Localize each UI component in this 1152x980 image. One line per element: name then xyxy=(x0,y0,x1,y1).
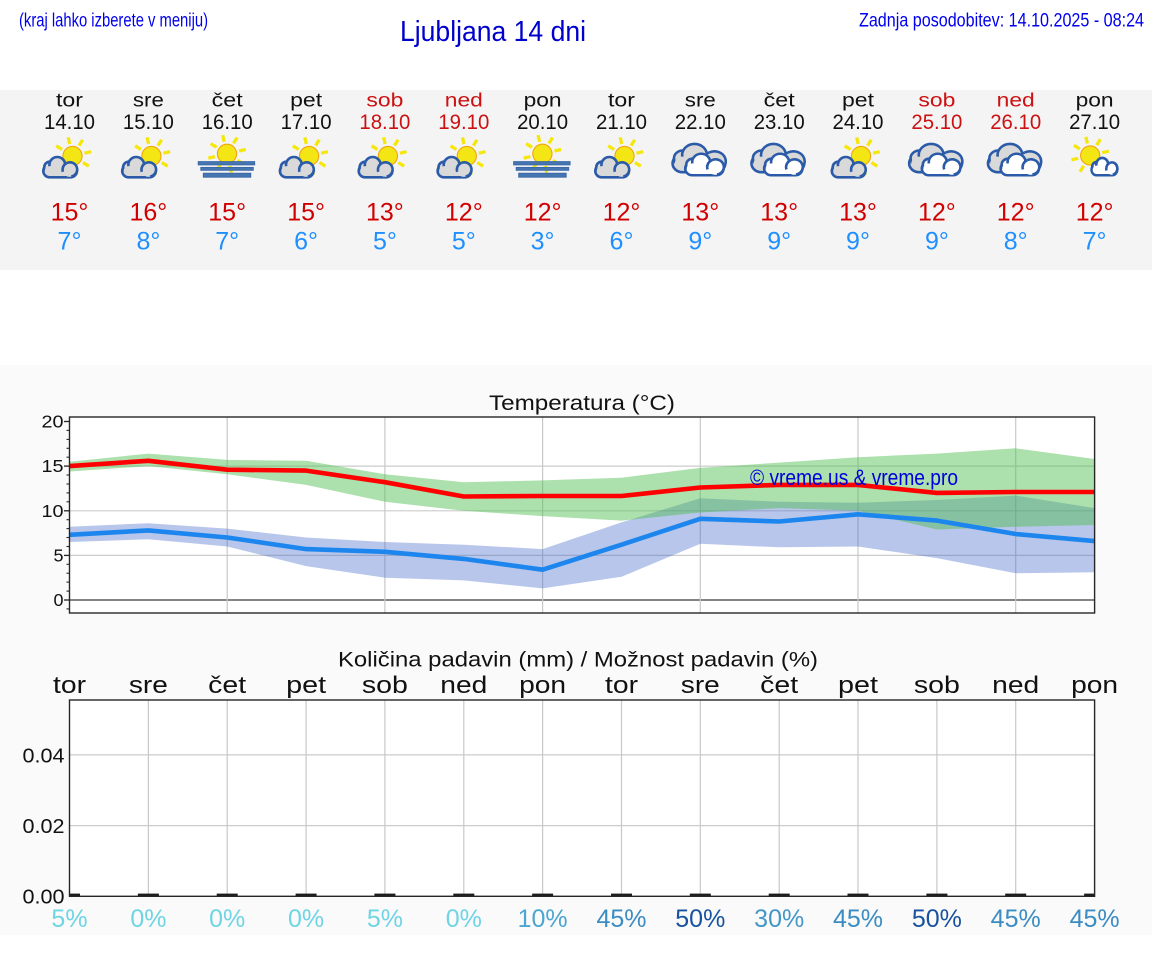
svg-text:15.10: 15.10 xyxy=(123,111,174,134)
svg-text:30%: 30% xyxy=(754,905,804,933)
svg-text:čet: čet xyxy=(208,672,246,699)
svg-text:sob: sob xyxy=(914,672,960,699)
svg-text:8°: 8° xyxy=(136,227,160,255)
svg-text:Zadnja posodobitev: 14.10.2025: Zadnja posodobitev: 14.10.2025 - 08:24 xyxy=(859,10,1144,32)
svg-text:Ljubljana 14 dni: Ljubljana 14 dni xyxy=(400,16,586,48)
svg-text:23.10: 23.10 xyxy=(754,111,805,134)
svg-text:17.10: 17.10 xyxy=(281,111,332,134)
svg-text:50%: 50% xyxy=(912,905,962,933)
svg-text:ned: ned xyxy=(997,91,1035,112)
svg-text:pon: pon xyxy=(524,91,562,112)
svg-text:13°: 13° xyxy=(366,199,404,227)
svg-text:27.10: 27.10 xyxy=(1069,111,1120,134)
svg-text:12°: 12° xyxy=(918,199,956,227)
svg-text:6°: 6° xyxy=(610,227,634,255)
svg-text:0%: 0% xyxy=(288,905,324,933)
svg-text:20: 20 xyxy=(42,412,64,432)
svg-text:21.10: 21.10 xyxy=(596,111,647,134)
svg-text:0%: 0% xyxy=(209,905,245,933)
svg-text:45%: 45% xyxy=(1070,905,1120,933)
svg-text:tor: tor xyxy=(608,91,636,112)
svg-text:tor: tor xyxy=(605,672,638,699)
svg-text:Količina padavin (mm) / Možnos: Količina padavin (mm) / Možnost padavin … xyxy=(338,649,818,672)
svg-text:13°: 13° xyxy=(760,199,798,227)
svg-text:9°: 9° xyxy=(688,227,712,255)
svg-text:0: 0 xyxy=(54,590,64,610)
svg-text:5%: 5% xyxy=(51,905,87,933)
svg-text:pet: pet xyxy=(838,672,878,699)
svg-text:15: 15 xyxy=(42,456,64,476)
svg-text:25.10: 25.10 xyxy=(911,111,962,134)
svg-text:5%: 5% xyxy=(367,905,403,933)
svg-text:13°: 13° xyxy=(839,199,877,227)
svg-text:16.10: 16.10 xyxy=(202,111,253,134)
svg-text:čet: čet xyxy=(212,91,244,112)
svg-text:Temperatura (°C): Temperatura (°C) xyxy=(489,392,675,415)
svg-text:20.10: 20.10 xyxy=(517,111,568,134)
svg-text:pet: pet xyxy=(842,91,875,112)
svg-text:© vreme.us & vreme.pro: © vreme.us & vreme.pro xyxy=(750,465,958,490)
svg-text:0.04: 0.04 xyxy=(23,744,65,767)
svg-text:45%: 45% xyxy=(596,905,646,933)
svg-text:(kraj lahko izberete v meniju): (kraj lahko izberete v meniju) xyxy=(19,10,208,32)
svg-text:22.10: 22.10 xyxy=(675,111,726,134)
svg-text:sob: sob xyxy=(366,91,403,112)
svg-text:8°: 8° xyxy=(1004,227,1028,255)
svg-text:tor: tor xyxy=(56,91,84,112)
svg-text:pon: pon xyxy=(1071,672,1118,699)
svg-text:15°: 15° xyxy=(287,199,325,227)
svg-text:6°: 6° xyxy=(294,227,318,255)
svg-text:5°: 5° xyxy=(452,227,476,255)
svg-text:pet: pet xyxy=(290,91,323,112)
svg-text:9°: 9° xyxy=(846,227,870,255)
svg-text:12°: 12° xyxy=(997,199,1035,227)
svg-text:pon: pon xyxy=(1076,91,1114,112)
svg-text:15°: 15° xyxy=(208,199,246,227)
svg-text:12°: 12° xyxy=(445,199,483,227)
svg-text:12°: 12° xyxy=(524,199,562,227)
svg-text:3°: 3° xyxy=(531,227,555,255)
svg-text:tor: tor xyxy=(53,672,86,699)
svg-text:26.10: 26.10 xyxy=(990,111,1041,134)
svg-text:0%: 0% xyxy=(130,905,166,933)
svg-text:12°: 12° xyxy=(1076,199,1114,227)
svg-text:18.10: 18.10 xyxy=(359,111,410,134)
svg-text:15°: 15° xyxy=(51,199,89,227)
svg-text:pet: pet xyxy=(286,672,326,699)
svg-text:čet: čet xyxy=(760,672,798,699)
svg-text:5°: 5° xyxy=(373,227,397,255)
svg-text:0.00: 0.00 xyxy=(23,886,65,909)
svg-text:10%: 10% xyxy=(518,905,568,933)
svg-text:sob: sob xyxy=(362,672,408,699)
svg-text:ned: ned xyxy=(440,672,487,699)
svg-text:9°: 9° xyxy=(767,227,791,255)
svg-text:50%: 50% xyxy=(675,905,725,933)
svg-text:45%: 45% xyxy=(991,905,1041,933)
svg-text:12°: 12° xyxy=(603,199,641,227)
svg-text:ned: ned xyxy=(445,91,483,112)
svg-text:sre: sre xyxy=(681,672,720,699)
svg-text:0.02: 0.02 xyxy=(23,815,65,838)
svg-text:7°: 7° xyxy=(215,227,239,255)
svg-text:čet: čet xyxy=(764,91,796,112)
svg-text:pon: pon xyxy=(519,672,566,699)
svg-text:sre: sre xyxy=(129,672,168,699)
svg-text:13°: 13° xyxy=(681,199,719,227)
svg-text:14.10: 14.10 xyxy=(44,111,95,134)
svg-text:0%: 0% xyxy=(446,905,482,933)
svg-text:sob: sob xyxy=(918,91,955,112)
svg-text:sre: sre xyxy=(133,91,164,112)
svg-text:24.10: 24.10 xyxy=(833,111,884,134)
svg-text:10: 10 xyxy=(42,501,64,521)
svg-text:sre: sre xyxy=(685,91,716,112)
svg-text:5: 5 xyxy=(54,545,64,565)
svg-text:16°: 16° xyxy=(129,199,167,227)
svg-text:ned: ned xyxy=(992,672,1039,699)
svg-text:9°: 9° xyxy=(925,227,949,255)
svg-text:45%: 45% xyxy=(833,905,883,933)
svg-text:7°: 7° xyxy=(1083,227,1107,255)
svg-text:19.10: 19.10 xyxy=(438,111,489,134)
svg-text:7°: 7° xyxy=(58,227,82,255)
